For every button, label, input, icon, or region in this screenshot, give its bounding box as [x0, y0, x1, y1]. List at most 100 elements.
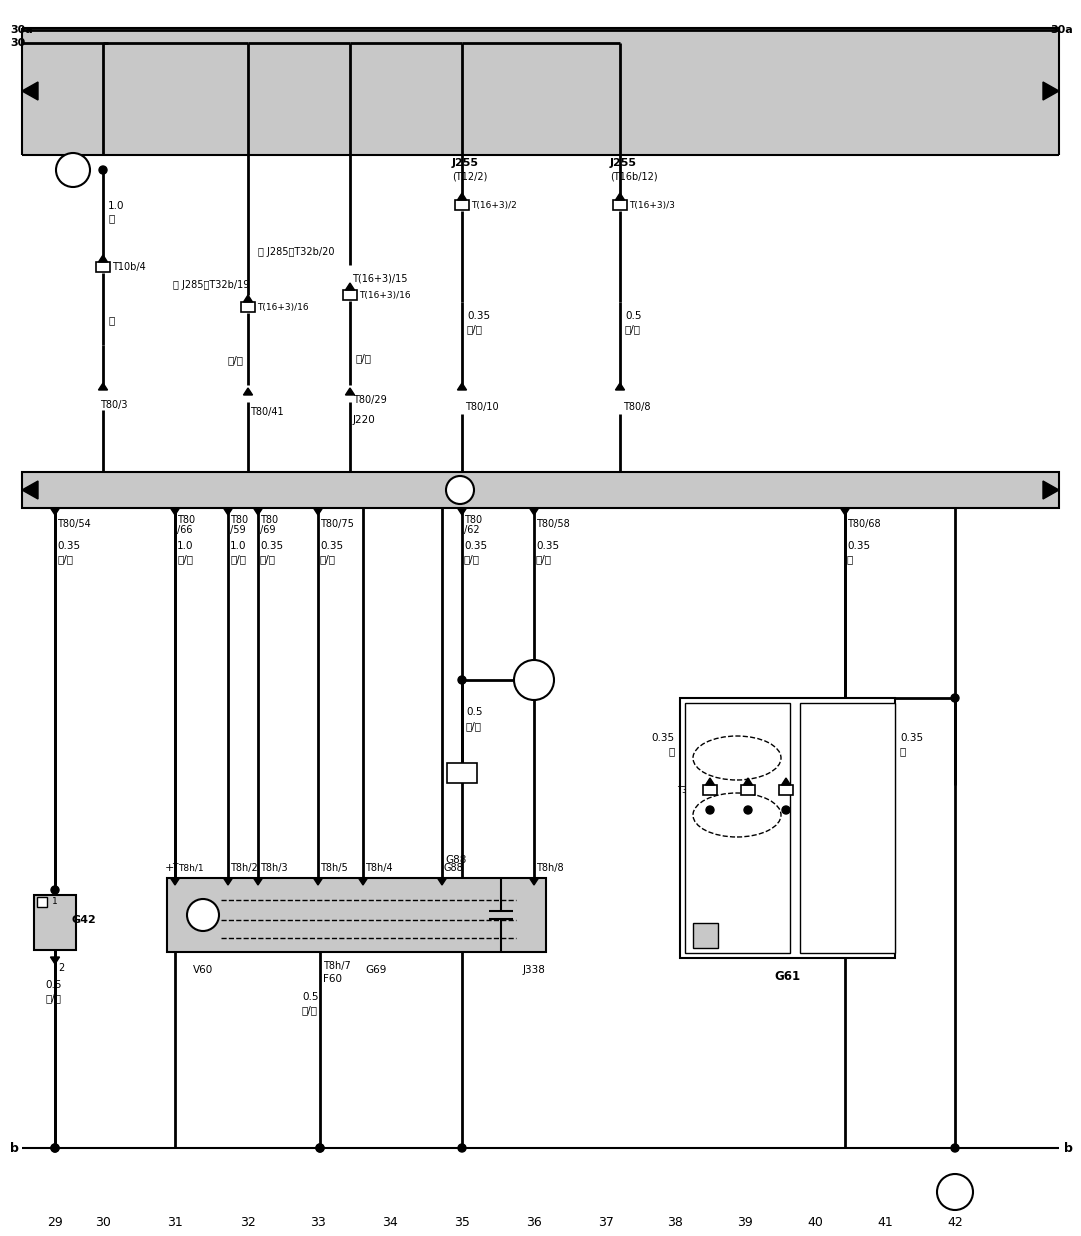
- Bar: [685, 703, 790, 953]
- Polygon shape: [253, 878, 263, 885]
- Text: 0.35: 0.35: [57, 541, 80, 551]
- Text: 紫/黄: 紫/黄: [261, 554, 276, 564]
- Text: D101: D101: [520, 675, 548, 685]
- Text: 30a: 30a: [10, 25, 32, 35]
- Text: 灰/白: 灰/白: [302, 1005, 318, 1015]
- Bar: [613, 200, 627, 210]
- Text: T80/10: T80/10: [465, 402, 498, 412]
- Text: 1.0: 1.0: [177, 541, 193, 551]
- Text: 0.35: 0.35: [652, 733, 675, 743]
- Polygon shape: [51, 957, 59, 964]
- Text: 41: 41: [877, 1215, 893, 1229]
- Text: 0.35: 0.35: [320, 541, 343, 551]
- Circle shape: [56, 153, 90, 187]
- Text: T3a/3: T3a/3: [753, 786, 777, 795]
- Bar: [241, 302, 255, 311]
- Text: 32: 32: [240, 1215, 256, 1229]
- Text: T(16+3)/15: T(16+3)/15: [352, 273, 408, 283]
- Text: /69: /69: [261, 525, 276, 535]
- Text: 501A: 501A: [61, 166, 85, 174]
- Text: 绿/紫: 绿/紫: [466, 721, 482, 730]
- Text: 棕: 棕: [848, 554, 853, 564]
- Text: 0.5: 0.5: [625, 311, 641, 321]
- Polygon shape: [22, 82, 38, 100]
- Text: 39: 39: [737, 1215, 752, 1229]
- Text: 34: 34: [382, 1215, 398, 1229]
- Text: /59: /59: [230, 525, 245, 535]
- Text: 21: 21: [454, 768, 470, 780]
- Text: J255: J255: [610, 158, 637, 168]
- Bar: [680, 698, 895, 958]
- Text: J220: J220: [353, 415, 376, 425]
- Text: 黑/灰: 黑/灰: [625, 324, 641, 334]
- Ellipse shape: [693, 794, 780, 837]
- Text: 1.0: 1.0: [108, 201, 124, 211]
- Text: 0.35: 0.35: [261, 541, 283, 551]
- Bar: [34, 895, 76, 950]
- Polygon shape: [98, 383, 107, 391]
- Text: 36: 36: [526, 1215, 542, 1229]
- Bar: [22, 28, 1059, 154]
- Polygon shape: [346, 388, 355, 396]
- Text: K: K: [454, 482, 466, 498]
- Bar: [166, 878, 546, 952]
- Text: 33: 33: [310, 1215, 325, 1229]
- Text: 红: 红: [108, 315, 115, 325]
- Text: T80: T80: [230, 515, 249, 525]
- Text: T8h/2: T8h/2: [230, 863, 257, 873]
- Text: 白: 白: [669, 747, 675, 756]
- Polygon shape: [615, 193, 625, 200]
- Polygon shape: [243, 295, 253, 302]
- Circle shape: [951, 1145, 959, 1152]
- Text: T10b/4: T10b/4: [112, 262, 146, 272]
- Text: G88: G88: [444, 863, 464, 873]
- Text: T80/8: T80/8: [623, 402, 651, 412]
- Text: 31: 31: [168, 1215, 183, 1229]
- Circle shape: [316, 1145, 324, 1152]
- Text: T(16+3)/3: T(16+3)/3: [629, 200, 675, 209]
- Text: 131: 131: [944, 1187, 966, 1196]
- Circle shape: [458, 1145, 466, 1152]
- Polygon shape: [1043, 481, 1059, 499]
- Text: 0.35: 0.35: [536, 541, 559, 551]
- Text: G42: G42: [71, 915, 96, 925]
- Text: T80/41: T80/41: [250, 407, 283, 417]
- Text: 紫/红: 紫/红: [536, 554, 552, 564]
- Text: F60: F60: [323, 974, 342, 984]
- Text: J338: J338: [522, 965, 546, 975]
- Text: 1: 1: [52, 897, 57, 906]
- Text: V60: V60: [192, 965, 213, 975]
- Text: 35: 35: [454, 1215, 470, 1229]
- Text: /62: /62: [464, 525, 480, 535]
- Text: T80/54: T80/54: [57, 519, 91, 529]
- Text: T3a/2: T3a/2: [678, 786, 700, 795]
- Polygon shape: [224, 878, 232, 885]
- Text: 0.5: 0.5: [466, 707, 482, 717]
- Text: (T12/2): (T12/2): [452, 171, 488, 180]
- Text: M: M: [196, 908, 210, 922]
- Text: 37: 37: [598, 1215, 614, 1229]
- Text: 灰/白: 灰/白: [45, 993, 61, 1002]
- Text: 0.35: 0.35: [467, 311, 490, 321]
- Bar: [448, 763, 477, 782]
- Text: T80: T80: [464, 515, 482, 525]
- Circle shape: [51, 886, 59, 894]
- Polygon shape: [1043, 82, 1059, 100]
- Circle shape: [316, 1145, 324, 1152]
- Text: T(16+3)/16: T(16+3)/16: [257, 303, 308, 311]
- Bar: [96, 262, 110, 272]
- Polygon shape: [346, 283, 355, 290]
- Text: T8h/8: T8h/8: [536, 863, 563, 873]
- Text: /66: /66: [177, 525, 192, 535]
- Polygon shape: [706, 777, 715, 785]
- Text: (T16b/12): (T16b/12): [610, 171, 657, 180]
- Bar: [22, 472, 1059, 508]
- Text: 黑: 黑: [900, 747, 906, 756]
- Circle shape: [744, 806, 752, 815]
- Polygon shape: [98, 255, 107, 262]
- Text: T(16+3)/16: T(16+3)/16: [359, 290, 411, 299]
- Text: 橙/棕: 橙/棕: [355, 353, 371, 363]
- Polygon shape: [457, 193, 467, 200]
- Text: J255: J255: [452, 158, 479, 168]
- Polygon shape: [530, 508, 538, 515]
